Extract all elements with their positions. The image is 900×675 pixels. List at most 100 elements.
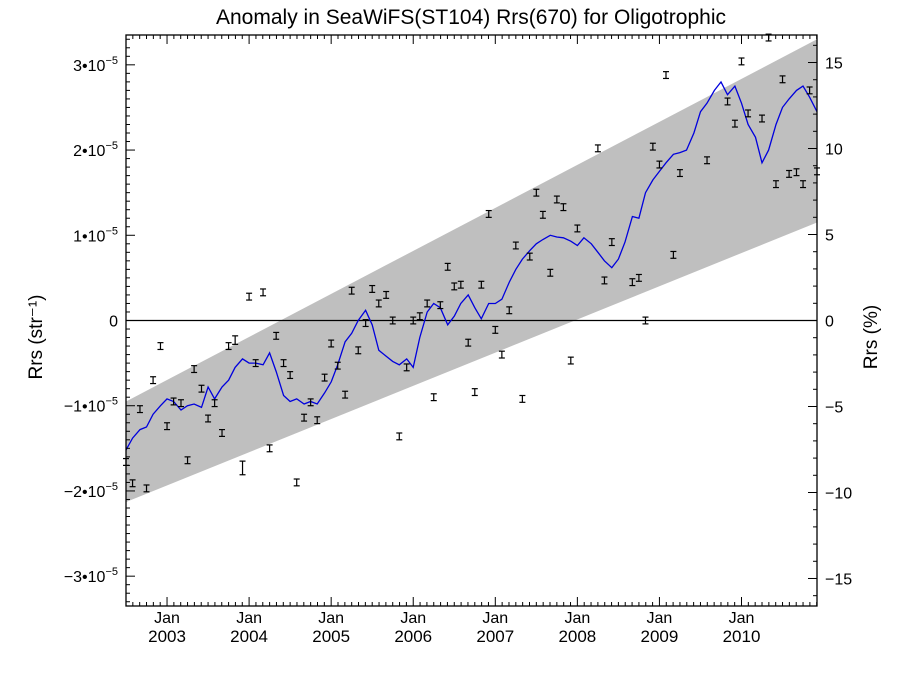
data-point xyxy=(334,361,341,370)
x-tick-month-label: Jan xyxy=(564,610,590,627)
data-point xyxy=(342,390,349,399)
data-point xyxy=(745,109,752,118)
data-point xyxy=(410,316,417,325)
data-point xyxy=(642,316,649,325)
data-point xyxy=(424,299,431,308)
data-point xyxy=(512,241,519,250)
left-y-tick-label: 2•10−5 xyxy=(73,140,118,160)
data-point xyxy=(355,346,362,355)
data-point xyxy=(403,363,410,372)
trend-band xyxy=(126,39,817,503)
x-tick-year-label: 2010 xyxy=(723,627,761,646)
data-point xyxy=(232,335,239,345)
data-point xyxy=(539,210,546,219)
data-point xyxy=(177,399,184,408)
data-point xyxy=(321,373,328,382)
data-point xyxy=(772,180,779,189)
data-point xyxy=(670,250,677,259)
x-tick-year-label: 2003 xyxy=(148,627,186,646)
data-point xyxy=(656,160,663,169)
right-y-tick-label: −10 xyxy=(825,485,852,502)
data-point xyxy=(724,97,731,106)
right-y-tick-label: −15 xyxy=(825,571,852,588)
data-point xyxy=(498,350,505,359)
data-point xyxy=(375,299,382,308)
x-tick-month-label: Jan xyxy=(482,610,508,627)
data-point xyxy=(649,142,656,151)
data-point xyxy=(478,280,485,289)
data-point xyxy=(553,195,560,204)
right-y-tick-label: −5 xyxy=(825,399,843,416)
data-point xyxy=(567,356,574,365)
data-point xyxy=(526,252,533,261)
data-point xyxy=(287,371,294,380)
data-point xyxy=(150,376,157,385)
right-y-tick-label: 0 xyxy=(825,314,834,331)
data-point xyxy=(738,57,745,66)
data-point xyxy=(506,306,513,315)
left-y-tick-label: 0 xyxy=(109,314,118,331)
data-point xyxy=(430,393,437,402)
data-point xyxy=(662,71,669,80)
data-point xyxy=(191,365,198,374)
left-axis-label: Rrs (str⁻¹) xyxy=(26,295,47,380)
plot-area: −3•10−5 −2•10−5 −1•10−5 0 1•10−5 2•10−5 3•10−5… xyxy=(64,33,852,646)
data-point xyxy=(519,394,526,403)
data-point xyxy=(219,428,226,438)
data-point xyxy=(205,414,212,423)
data-point xyxy=(225,342,232,351)
data-point xyxy=(547,268,554,277)
left-y-tick-label: 3•10−5 xyxy=(73,55,118,75)
x-tick-month-label: Jan xyxy=(236,610,262,627)
x-tick-year-label: 2006 xyxy=(394,627,432,646)
data-point xyxy=(759,114,766,123)
data-point xyxy=(164,422,171,431)
data-point xyxy=(369,284,376,293)
data-point xyxy=(314,416,321,425)
data-point xyxy=(444,262,451,271)
data-point xyxy=(471,388,478,397)
x-tick-year-label: 2007 xyxy=(476,627,514,646)
data-point xyxy=(601,276,608,285)
data-point xyxy=(465,338,472,347)
data-point xyxy=(301,413,308,422)
data-point xyxy=(806,86,813,95)
data-point xyxy=(560,203,567,212)
left-y-tick-label: −2•10−5 xyxy=(64,481,118,501)
x-tick-year-label: 2008 xyxy=(558,627,596,646)
data-point xyxy=(129,479,136,488)
data-point xyxy=(800,180,807,189)
x-tick-month-label: Jan xyxy=(400,610,426,627)
data-point xyxy=(629,278,636,287)
x-tick-month-label: Jan xyxy=(318,610,344,627)
data-point xyxy=(608,238,615,247)
x-tick-month-label: Jan xyxy=(154,610,180,627)
data-point xyxy=(273,331,280,340)
data-point xyxy=(731,119,738,128)
data-point xyxy=(293,478,300,487)
data-point xyxy=(635,273,642,282)
data-point xyxy=(239,460,246,476)
data-point xyxy=(457,280,464,289)
data-point xyxy=(389,316,396,325)
data-point xyxy=(266,444,273,453)
data-point xyxy=(260,288,267,297)
data-point xyxy=(704,156,711,165)
data-point xyxy=(383,290,390,299)
left-y-tick-label: −3•10−5 xyxy=(64,566,118,586)
data-point xyxy=(280,359,287,368)
data-point xyxy=(533,188,540,197)
left-y-tick-label: 1•10−5 xyxy=(73,225,118,245)
left-y-tick-label: −1•10−5 xyxy=(64,396,118,416)
data-point xyxy=(793,168,800,177)
smoothed-series-line xyxy=(125,80,818,451)
data-point xyxy=(157,342,164,351)
x-tick-year-label: 2009 xyxy=(641,627,679,646)
data-point xyxy=(143,484,150,493)
data-point xyxy=(396,432,403,441)
data-point xyxy=(451,282,458,291)
data-point xyxy=(362,319,369,328)
data-point xyxy=(437,301,444,310)
data-point xyxy=(779,75,786,84)
